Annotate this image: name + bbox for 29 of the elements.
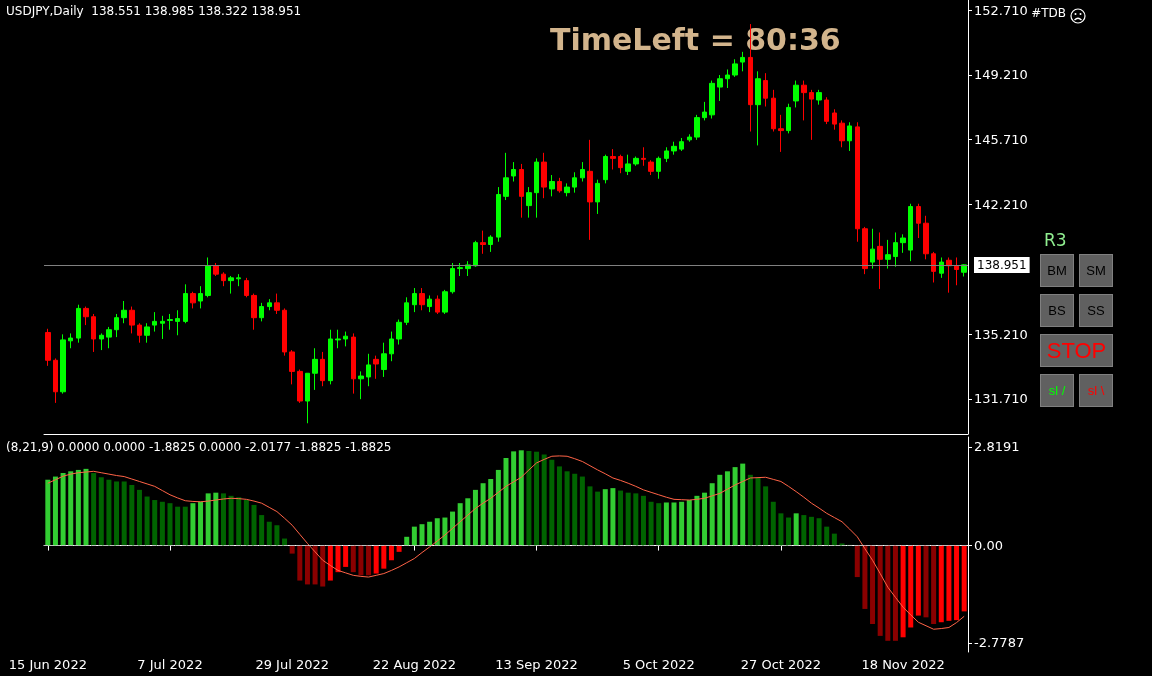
text: #TDB (1031, 6, 1066, 20)
x-tick-label: 27 Oct 2022 (740, 657, 822, 672)
y-tick-label: -2.7787 (974, 635, 1025, 651)
y-tick-label: 142.210 (974, 197, 1028, 212)
y-tick-label: 135.210 (974, 326, 1028, 342)
y-tick-label: 0.00 (974, 538, 1003, 554)
button: BS (1040, 294, 1074, 327)
y-tick-label: 2.8191 (974, 439, 1020, 455)
button: STOP (1040, 334, 1113, 367)
text: R3 (1044, 229, 1067, 250)
chart-title: (8,21,9) 0.0000 0.0000 -1.8825 0.0000 -2.0177 -1.8825 -1.8825 (6, 440, 392, 454)
y-tick-label: 149.210 (974, 67, 1028, 83)
y-tick-label: 131.710 (974, 391, 1028, 407)
button: SS (1079, 294, 1113, 327)
x-tick-label: 22 Aug 2022 (372, 657, 456, 672)
y-tick-label: 145.710 (974, 132, 1028, 148)
button: SM (1079, 254, 1113, 287)
x-tick-label: 29 Jul 2022 (255, 657, 329, 672)
button: sl / (1040, 374, 1074, 407)
x-tick-label: 7 Jul 2022 (137, 657, 203, 672)
ref-line-label: 138.951 (977, 257, 1027, 272)
button: sl \ (1079, 374, 1113, 407)
button: BM (1040, 254, 1074, 287)
x-tick-label: 5 Oct 2022 (622, 657, 695, 672)
x-tick-label: 15 Jun 2022 (8, 657, 87, 672)
chart-title: USDJPY,Daily 138.551 138.985 138.322 138.951 (6, 4, 302, 18)
x-tick-label: 13 Sep 2022 (495, 657, 578, 672)
x-tick-label: 18 Nov 2022 (861, 657, 945, 672)
y-tick-label: 152.710 (974, 2, 1028, 18)
